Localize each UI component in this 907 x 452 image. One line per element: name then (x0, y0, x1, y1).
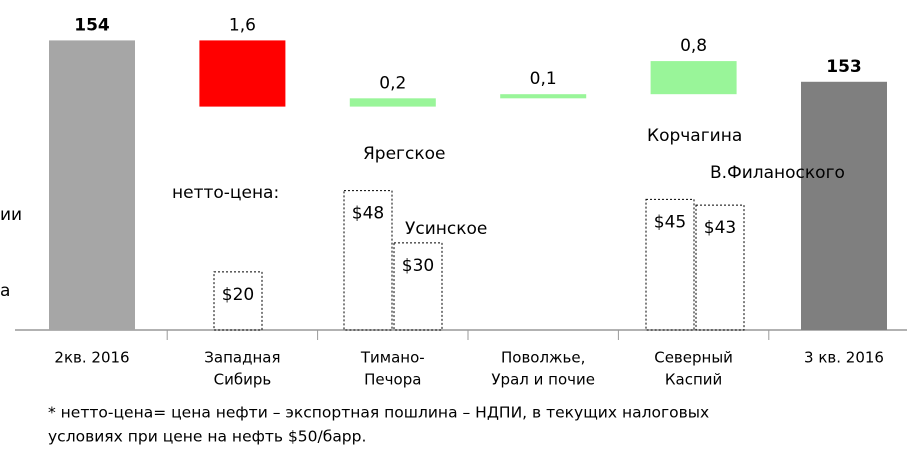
x-tick-label: Сибирь (214, 371, 272, 389)
annotation: Ярегское (363, 144, 445, 164)
net-price-box (343, 190, 393, 331)
footnote: условиях при цене на нефть $50/барр. (48, 428, 366, 446)
x-tick-label: Каспий (665, 371, 722, 389)
net-price-box (213, 271, 263, 331)
bar (801, 81, 887, 330)
net-price-box (695, 204, 745, 331)
annotation: а (0, 281, 10, 301)
value-label: 1,6 (229, 15, 256, 35)
net-price-label: $45 (654, 212, 686, 232)
bar (650, 61, 737, 95)
annotation: нетто-цена: (172, 183, 279, 203)
x-tick-label: Западная (204, 349, 280, 367)
x-tick-label: 3 кв. 2016 (804, 349, 884, 367)
annotation: В.Филаноского (710, 163, 845, 183)
value-label: 153 (826, 57, 862, 77)
x-tick-label: Тимано- (360, 349, 425, 367)
x-tick-label: Печора (364, 371, 421, 389)
value-label: 0,1 (530, 69, 557, 89)
value-label: 0,2 (379, 73, 406, 93)
bar (500, 94, 587, 99)
x-tick-label: 2кв. 2016 (54, 349, 129, 367)
bar (349, 98, 436, 107)
footnote: * нетто-цена= цена нефти – экспортная по… (48, 404, 709, 422)
net-price-label: $43 (704, 218, 736, 238)
bar (49, 40, 135, 331)
net-price-label: $48 (352, 204, 384, 224)
annotation: Корчагина (647, 126, 742, 146)
value-label: 154 (74, 15, 110, 35)
net-price-box (393, 242, 443, 331)
net-price-label: $30 (402, 256, 434, 276)
annotation: Усинское (405, 219, 487, 239)
value-label: 0,8 (680, 36, 707, 56)
x-tick-label: Северный (654, 349, 733, 367)
x-tick-label: Урал и почие (491, 371, 595, 389)
annotation: ии (0, 205, 22, 225)
bar (199, 40, 286, 107)
net-price-label: $20 (222, 285, 254, 305)
net-price-box (645, 198, 695, 331)
x-tick-label: Поволжье, (501, 349, 585, 367)
